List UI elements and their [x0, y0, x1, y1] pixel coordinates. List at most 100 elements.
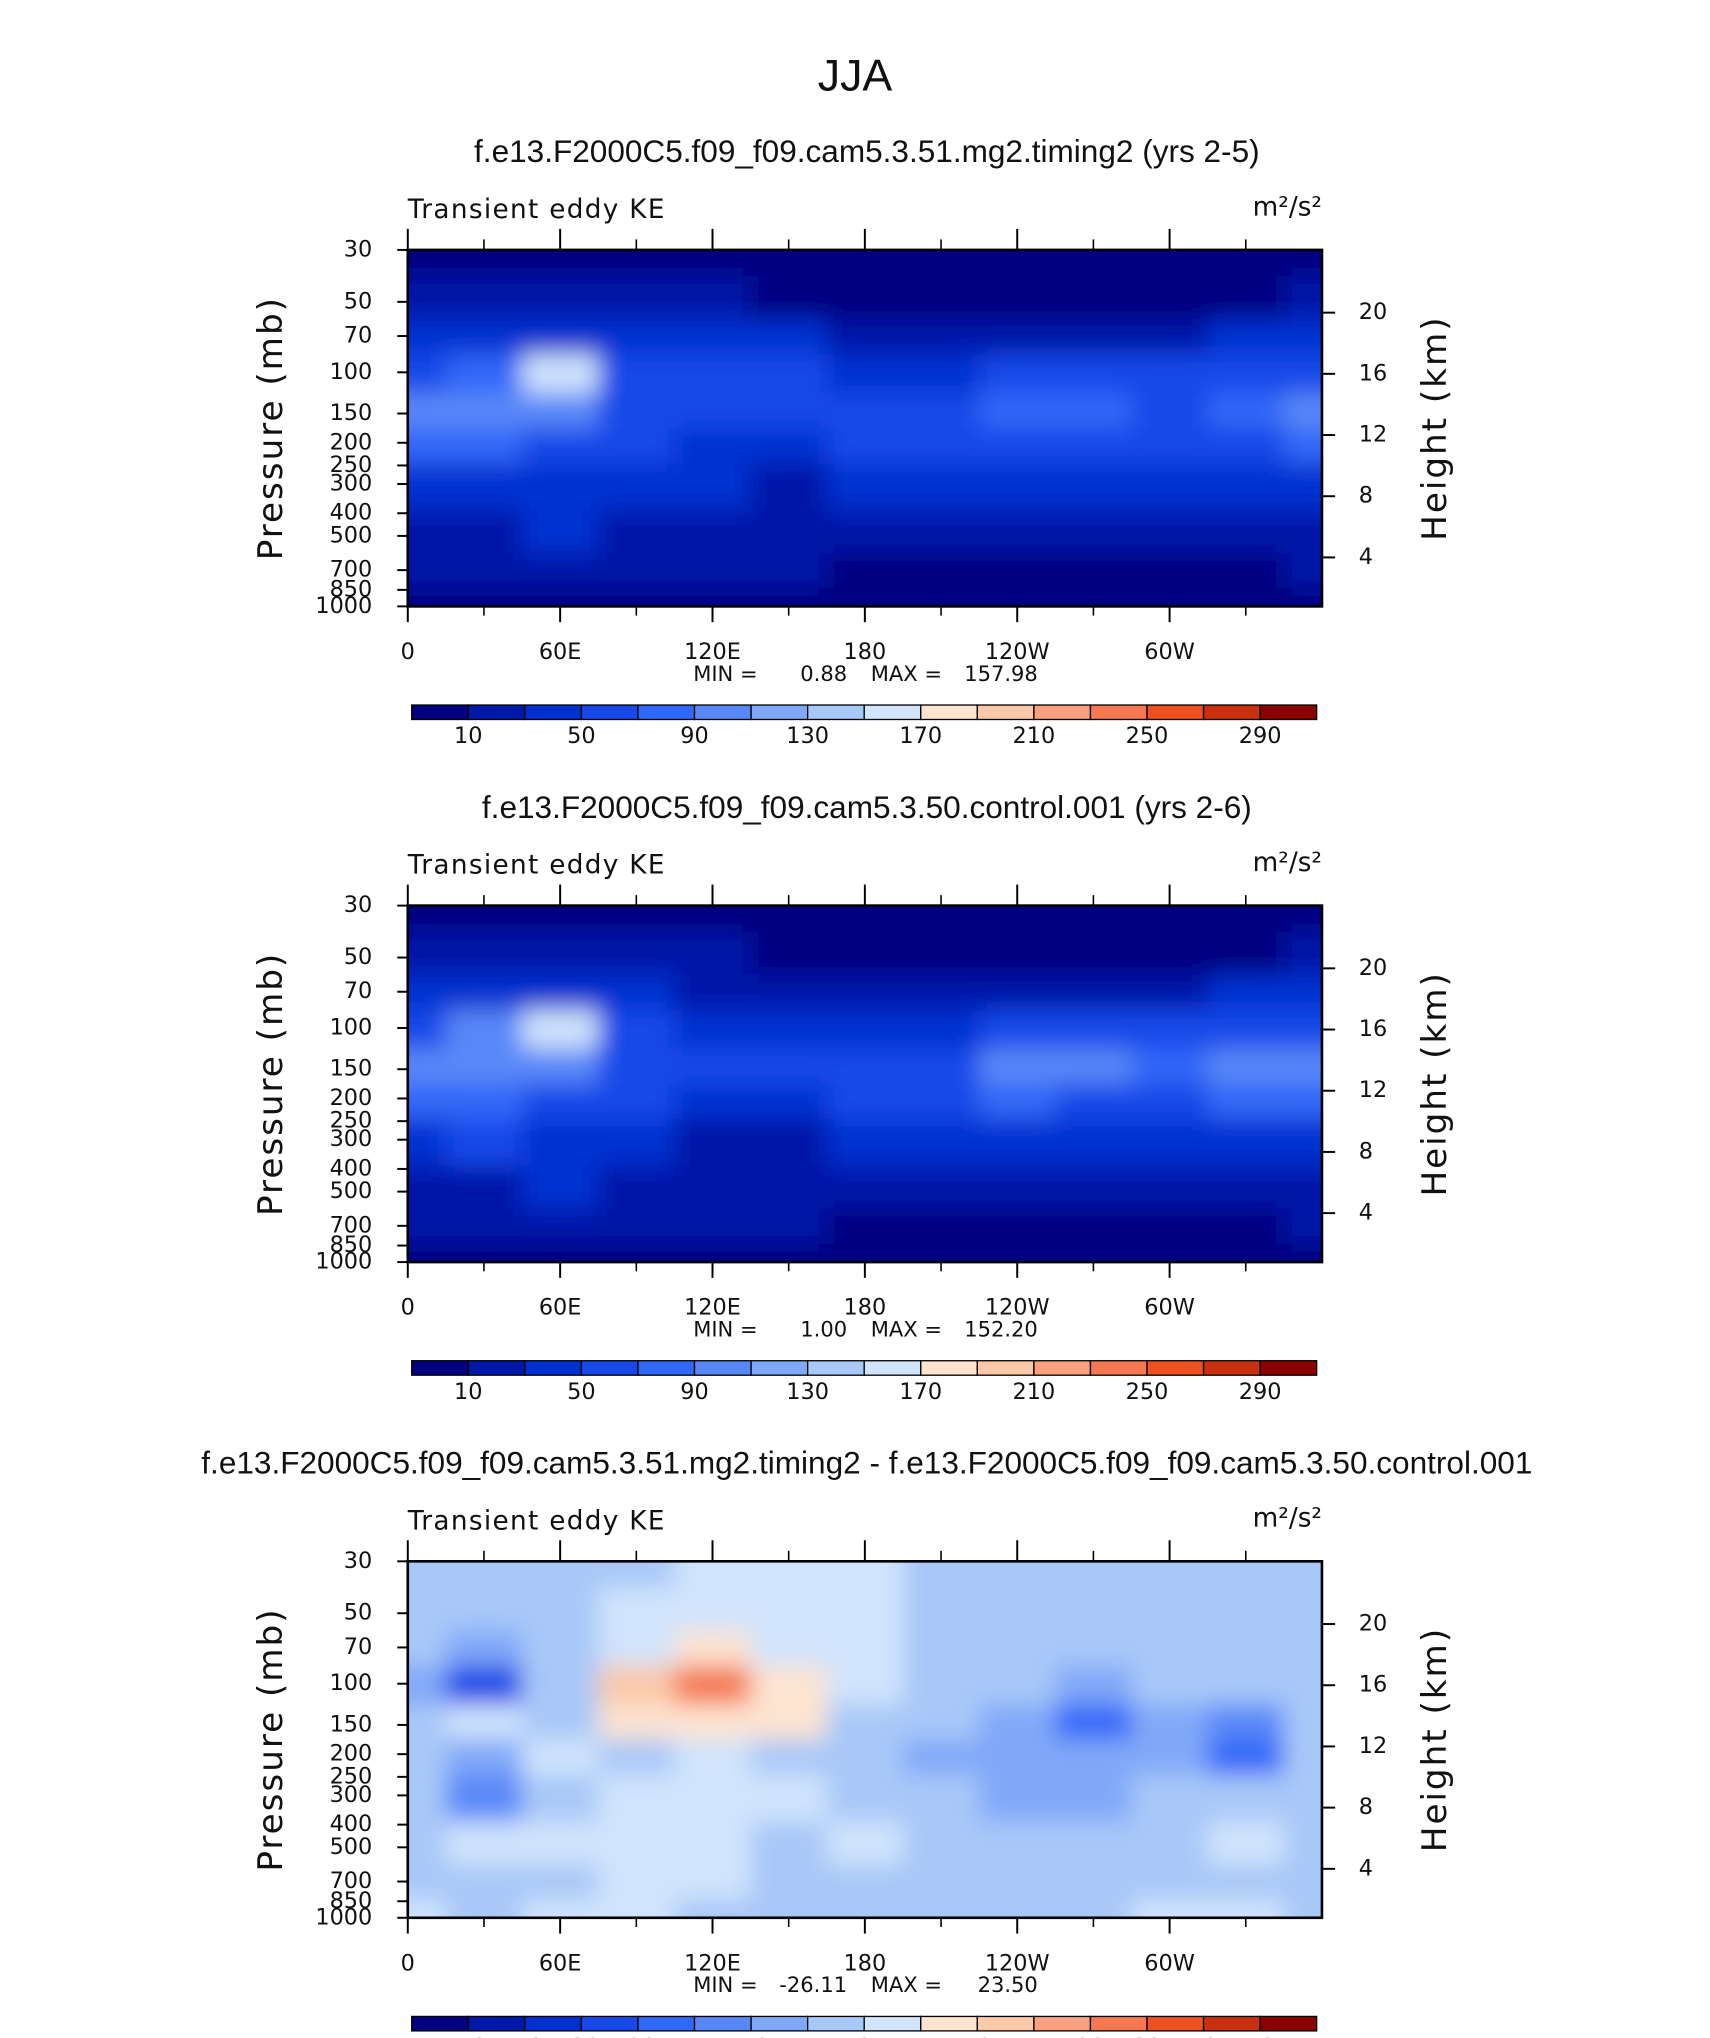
contour-cell — [1055, 931, 1133, 976]
contour-cell — [1055, 1083, 1133, 1121]
contour-cell — [1131, 1083, 1209, 1121]
contour-cell — [1131, 1821, 1209, 1866]
contour-cell — [1055, 318, 1133, 356]
contour-cell — [826, 1208, 905, 1246]
contour-cell — [1055, 1009, 1133, 1050]
contour-cell — [1283, 392, 1322, 430]
contour-cell — [1283, 1821, 1322, 1866]
contour-cell — [826, 1630, 905, 1667]
colorbar-box — [1202, 2015, 1261, 2032]
min-value: 1.00 — [800, 1316, 847, 1341]
contour-cell — [979, 428, 1057, 465]
y-tick-label: 200 — [330, 1085, 373, 1111]
contour-cell — [979, 1119, 1057, 1167]
contour-cell — [674, 1208, 752, 1246]
y-tick-label: 30 — [344, 1548, 372, 1574]
contour-cell — [598, 275, 676, 321]
contour-cell — [674, 1083, 752, 1121]
contour-cell — [902, 392, 981, 430]
contour-cell — [445, 428, 524, 465]
contour-cell — [1207, 1165, 1286, 1211]
y2-tick-label: 8 — [1359, 483, 1373, 509]
contour-cell — [750, 1665, 829, 1706]
contour-cell — [826, 1587, 905, 1632]
contour-cell — [979, 588, 1057, 607]
contour-cell — [445, 354, 524, 395]
y-tick-label: 300 — [330, 1782, 373, 1808]
contour-cell — [1283, 1899, 1322, 1918]
contour-cell — [826, 1083, 905, 1121]
colorbar-label: 50 — [1246, 2034, 1274, 2038]
contour-cell — [1283, 1009, 1322, 1050]
contour-cell — [522, 1208, 600, 1246]
contour-cell — [522, 1864, 600, 1901]
contour-cell — [750, 428, 829, 465]
y-tick-label: 500 — [330, 1834, 373, 1860]
contour-cell — [1131, 974, 1209, 1012]
contour-cell — [407, 1821, 448, 1866]
contour-cell — [1207, 1587, 1286, 1632]
contour-cell — [1131, 1243, 1209, 1263]
contour-cell — [522, 905, 600, 933]
contour-cell — [826, 1864, 905, 1901]
contour-cell — [1283, 931, 1322, 976]
contour-cell — [826, 1048, 905, 1086]
contour-cell — [598, 553, 676, 590]
contour-cell — [407, 974, 448, 1012]
y2-axis-label: Height (km) — [1415, 971, 1455, 1196]
contour-cell — [522, 1048, 600, 1086]
contour-cell — [750, 1630, 829, 1667]
contour-cell — [1055, 1208, 1133, 1246]
contour-cell — [407, 428, 448, 465]
y-tick-label: 300 — [330, 1126, 373, 1152]
contour-cell — [674, 1561, 752, 1589]
colorbar-box — [580, 1360, 639, 1376]
contour-cell — [826, 588, 905, 607]
contour-cell — [1283, 1739, 1322, 1777]
contour-cell — [902, 1665, 981, 1706]
colorbar-box — [637, 1360, 696, 1376]
contour-cell — [1055, 588, 1133, 607]
colorbar-box — [1033, 1360, 1092, 1376]
contour-cell — [445, 1864, 524, 1901]
colorbar-label: 290 — [1239, 1379, 1282, 1405]
contour-cell — [445, 1630, 524, 1667]
contour-cell — [902, 1587, 981, 1632]
contour-cell — [750, 1165, 829, 1211]
contour-cell — [1055, 1587, 1133, 1632]
contour-cell — [522, 354, 600, 395]
contour-cell — [902, 588, 981, 607]
contour-cell — [750, 392, 829, 430]
contour-cell — [979, 1739, 1057, 1777]
max-label: MAX = — [871, 661, 942, 686]
contour-cell — [522, 1704, 600, 1741]
x-tick-label: 120W — [985, 1950, 1050, 1976]
contour-cell — [750, 1821, 829, 1866]
colorbar-box — [637, 704, 696, 721]
contour-cell — [1131, 1665, 1209, 1706]
contour-cell — [979, 463, 1057, 512]
contour-cell — [674, 1704, 752, 1741]
contour-cell — [826, 553, 905, 590]
contour-cell — [407, 588, 448, 607]
colorbar-label: 10 — [454, 723, 482, 749]
contour-cell — [674, 392, 752, 430]
contour-cell — [1055, 249, 1133, 278]
contour-cell — [1131, 392, 1209, 430]
colorbar-box — [1146, 1360, 1205, 1376]
contour-cell — [826, 392, 905, 430]
contour-cell — [1055, 1048, 1133, 1086]
colorbar-label: 210 — [1013, 723, 1056, 749]
contour-cell — [522, 1119, 600, 1167]
x-tick-label: 180 — [844, 639, 887, 665]
min-value: -26.11 — [779, 1972, 847, 1997]
colorbar-label: 250 — [1126, 723, 1169, 749]
contour-cell — [1283, 974, 1322, 1012]
contour-cell — [1131, 1119, 1209, 1167]
x-tick-label: 60E — [539, 1950, 582, 1976]
contour-cell — [1207, 249, 1286, 278]
y2-axis-label: Height (km) — [1415, 315, 1455, 540]
y2-axis-label: Height (km) — [1415, 1627, 1455, 1852]
colorbar-box — [920, 2015, 978, 2032]
contour-cell — [407, 1009, 448, 1050]
